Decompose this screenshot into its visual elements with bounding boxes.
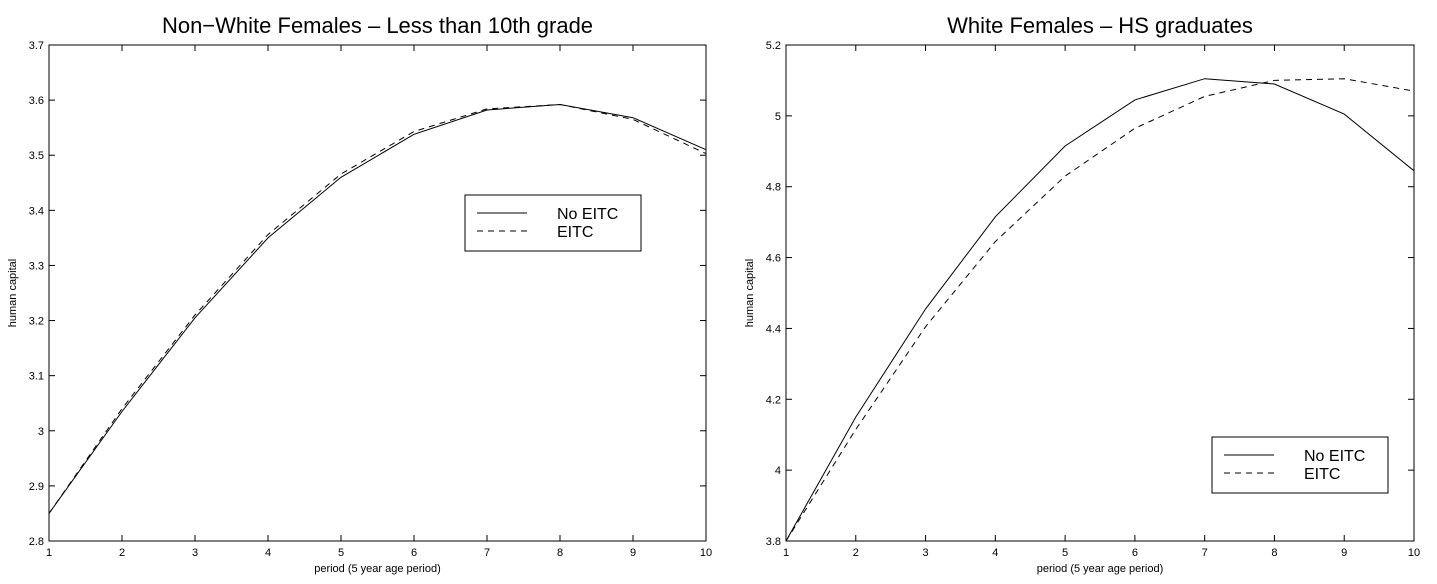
x-tick-label: 7 — [1202, 547, 1208, 559]
chart-right: White Females – HS graduates 1 2 3 4 5 6 7 8 9 10 3… — [744, 13, 1420, 575]
x-tick-label: 5 — [1062, 547, 1068, 559]
x-axis-label: period (5 year age period) — [314, 563, 441, 575]
x-tick-label: 3 — [192, 547, 198, 559]
plot-area-frame — [49, 45, 706, 541]
x-tick-label: 1 — [46, 547, 52, 559]
chart-title: White Females – HS graduates — [947, 13, 1253, 38]
x-tick-label: 6 — [1132, 547, 1138, 559]
x-tick-label: 6 — [411, 547, 417, 559]
x-tick-label: 7 — [484, 547, 490, 559]
x-tick-label: 2 — [853, 547, 859, 559]
x-tick-label: 10 — [1408, 547, 1420, 559]
legend-label: No EITC — [1304, 448, 1365, 465]
x-tick-label: 8 — [1271, 547, 1277, 559]
x-tick-label: 8 — [557, 547, 563, 559]
x-tick-label: 3 — [922, 547, 928, 559]
x-tick-label: 9 — [630, 547, 636, 559]
y-tick-label: 4.8 — [766, 182, 781, 194]
x-tick-label: 2 — [119, 547, 125, 559]
x-tick-label: 5 — [338, 547, 344, 559]
x-axis-label: period (5 year age period) — [1037, 563, 1164, 575]
chart-title: Non−White Females – Less than 10th grade — [162, 13, 593, 38]
y-tick-label: 3.8 — [766, 536, 781, 548]
y-tick-label: 4.2 — [766, 394, 781, 406]
y-tick-label: 4.4 — [766, 323, 781, 335]
x-tick-label: 4 — [992, 547, 998, 559]
legend-label: EITC — [557, 224, 593, 241]
y-tick-label: 5 — [775, 111, 781, 123]
y-axis-label: human capital — [744, 259, 756, 328]
series-line-eitc — [49, 105, 706, 514]
y-tick-label: 4 — [775, 465, 781, 477]
series-line-no-eitc — [49, 105, 706, 514]
y-tick-label: 3.4 — [29, 205, 44, 217]
y-tick-label: 3.6 — [29, 95, 44, 107]
legend-box — [465, 195, 641, 251]
legend-label: EITC — [1304, 466, 1340, 483]
x-tick-label: 1 — [783, 547, 789, 559]
chart-left: Non−White Females – Less than 10th grade… — [7, 13, 712, 575]
y-tick-label: 3.2 — [29, 316, 44, 328]
y-tick-label: 3.7 — [29, 40, 44, 52]
x-tick-label: 9 — [1341, 547, 1347, 559]
y-axis-label: human capital — [7, 259, 19, 328]
legend-box — [1212, 437, 1388, 493]
y-tick-label: 3 — [38, 426, 44, 438]
y-tick-label: 3.1 — [29, 371, 44, 383]
y-tick-label: 5.2 — [766, 40, 781, 52]
legend-label: No EITC — [557, 206, 618, 223]
y-tick-label: 3.3 — [29, 260, 44, 272]
x-tick-label: 10 — [700, 547, 712, 559]
y-tick-label: 2.8 — [29, 536, 44, 548]
y-tick-label: 3.5 — [29, 150, 44, 162]
y-tick-label: 4.6 — [766, 253, 781, 265]
y-tick-label: 2.9 — [29, 481, 44, 493]
x-tick-label: 4 — [265, 547, 271, 559]
